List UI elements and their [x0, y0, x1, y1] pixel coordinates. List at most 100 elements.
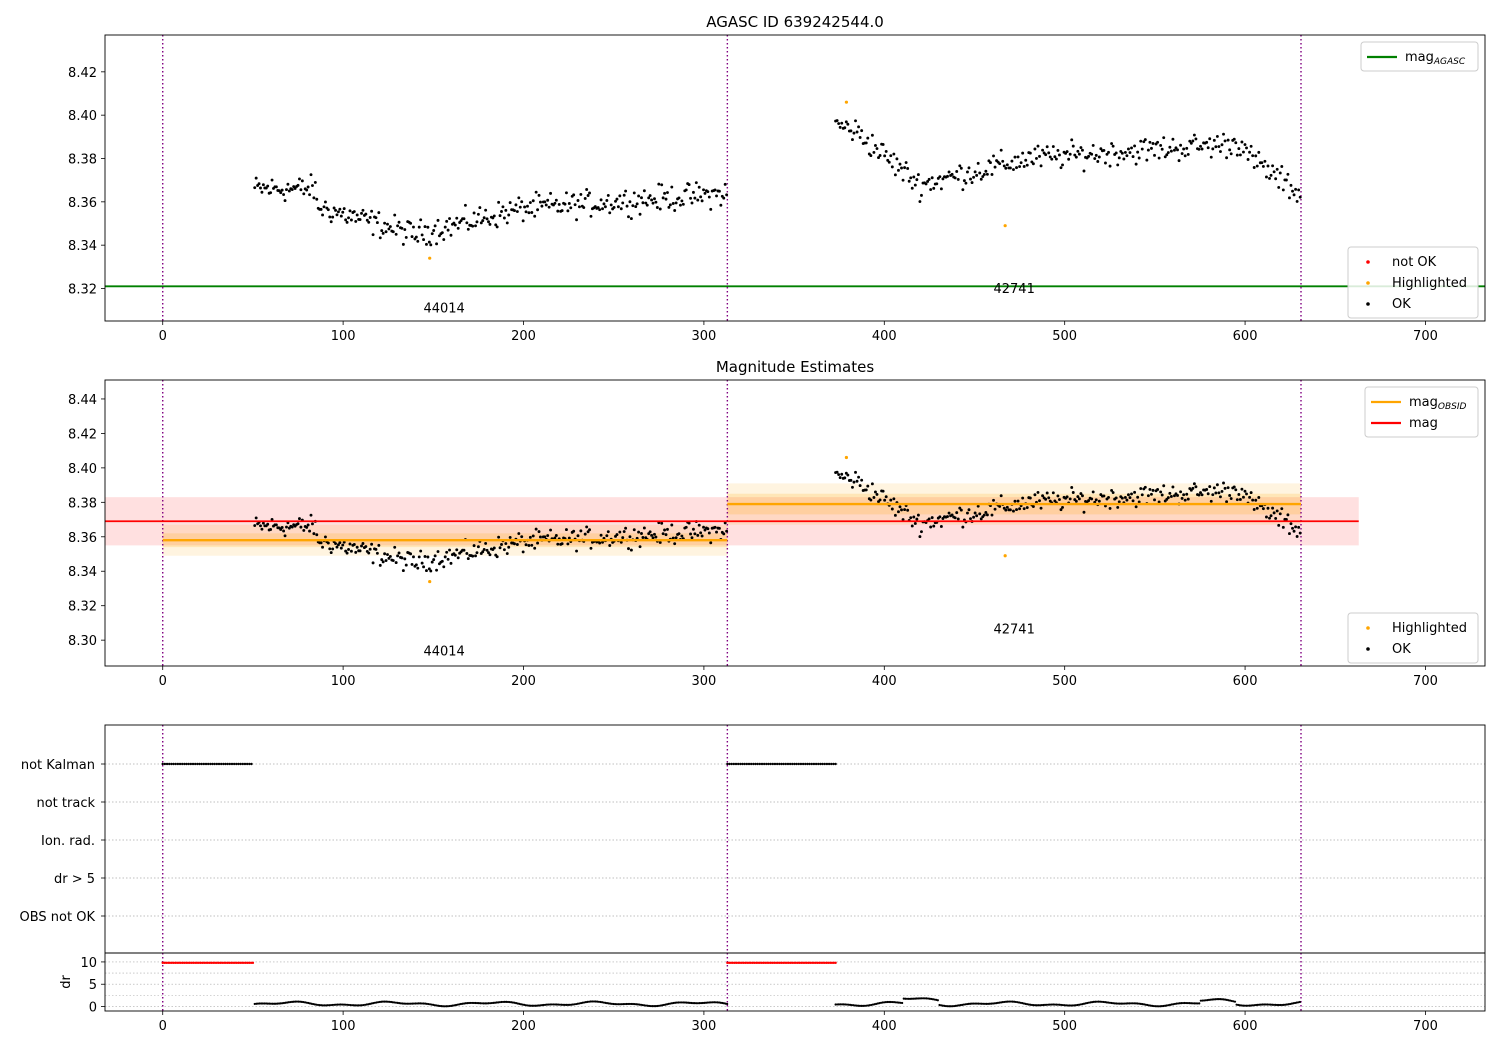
- dr-point: [547, 1003, 550, 1006]
- p1-ok-point: [539, 200, 542, 204]
- dr-point: [956, 1004, 959, 1007]
- p2-ok-point: [1133, 490, 1137, 494]
- dr-high-point: [738, 961, 742, 965]
- p1-ok-point: [598, 208, 602, 212]
- dr-point: [978, 1002, 982, 1005]
- p2-ok-point: [852, 480, 856, 484]
- p1-ok-point: [893, 173, 897, 177]
- p1-ok-point: [579, 192, 583, 196]
- dr-point: [698, 1002, 701, 1005]
- dr-point: [422, 1002, 425, 1005]
- dr-high-point: [170, 961, 173, 965]
- dr-point: [928, 997, 931, 1000]
- dr-high-point: [192, 961, 195, 965]
- p1-ok-point: [621, 201, 625, 205]
- p1-ok-point: [684, 188, 688, 192]
- p2-ok-point: [838, 476, 842, 480]
- p2-ok-point: [280, 526, 284, 529]
- p2-ok-point: [1061, 505, 1064, 509]
- p1-ok-point: [927, 177, 931, 181]
- p2-bottom-legend-label: Highlighted: [1392, 621, 1467, 636]
- dr-high-point: [783, 961, 787, 965]
- dr-point: [892, 1001, 896, 1004]
- p2-ok-point: [1222, 481, 1225, 485]
- p2-ok-point: [864, 488, 868, 492]
- p1-ok-point: [1001, 159, 1005, 163]
- p1-ok-point: [487, 220, 490, 224]
- p2-ok-point: [1079, 492, 1083, 496]
- p2-ok-point: [308, 529, 312, 533]
- p2-ok-point: [1286, 513, 1290, 517]
- dr-point: [523, 1003, 526, 1006]
- dr-point: [852, 1004, 855, 1007]
- p2-ok-point: [378, 563, 382, 567]
- p2-ok-point: [354, 550, 358, 554]
- p2-ok-point: [998, 504, 1002, 508]
- p1-ok-point: [440, 231, 444, 235]
- p2-ok-point: [1169, 495, 1173, 498]
- dr-point: [359, 1004, 362, 1007]
- dr-point: [446, 1005, 450, 1008]
- dr-point: [604, 1001, 607, 1004]
- not-kalman-point: [747, 762, 751, 766]
- dr-high-point: [798, 961, 801, 965]
- p1-ok-point: [930, 176, 934, 180]
- p2-ok-point: [1016, 499, 1020, 503]
- p1-ok-point: [972, 175, 976, 179]
- dr-point: [524, 1004, 527, 1007]
- dr-point: [610, 1002, 614, 1005]
- p1-xtick-label: 500: [1052, 329, 1077, 344]
- p1-ok-point: [419, 218, 423, 222]
- dr-point: [1078, 1003, 1081, 1006]
- p1-ok-point: [900, 166, 903, 170]
- p1-ok-point: [328, 215, 332, 219]
- p1-ok-point: [299, 188, 303, 192]
- p2-ok-point: [1140, 493, 1144, 497]
- not-kalman-point: [185, 762, 188, 766]
- p1-bottom-legend-label: Highlighted: [1392, 276, 1467, 291]
- p2-ok-point: [1059, 508, 1063, 512]
- p2-ok-point: [283, 534, 287, 538]
- dr-point: [594, 1000, 597, 1003]
- p1-ok-point: [425, 242, 428, 246]
- p2-highlighted-point: [1003, 554, 1007, 558]
- p2-ok-point: [903, 508, 907, 512]
- p2-ok-point: [901, 518, 905, 521]
- not-kalman-point: [830, 762, 833, 766]
- p2-ok-point: [641, 536, 645, 539]
- p1-ok-point: [1209, 155, 1213, 159]
- p2-ok-point: [1280, 507, 1284, 511]
- dr-high-point: [237, 961, 240, 965]
- p2-ok-point: [1166, 496, 1170, 500]
- p1-ok-point: [864, 141, 868, 145]
- p1-ok-point: [637, 194, 641, 198]
- dr-point: [490, 1001, 493, 1005]
- p1-ok-point: [890, 165, 894, 169]
- p1-ok-point: [702, 188, 705, 192]
- p2-ok-point: [329, 551, 333, 555]
- p2-ok-point: [1248, 495, 1252, 499]
- p1-xtick-label: 700: [1413, 329, 1438, 344]
- dr-high-point: [251, 961, 255, 965]
- dr-point: [321, 1004, 325, 1007]
- p2-ok-point: [364, 545, 368, 548]
- p2-ok-point: [420, 561, 424, 565]
- p1-ok-point: [567, 202, 571, 205]
- dr-point: [571, 1003, 575, 1006]
- p2-ok-point: [1240, 487, 1244, 491]
- p2-ok-point: [947, 511, 951, 515]
- p1-ok-point: [430, 232, 434, 236]
- dr-point: [1245, 1004, 1248, 1007]
- p1-ok-point: [446, 228, 450, 232]
- dr-point: [653, 1005, 656, 1008]
- p2-ok-point: [474, 554, 477, 558]
- p2-ok-point: [377, 543, 381, 547]
- dr-point: [630, 1002, 633, 1006]
- dr-high-point: [190, 961, 193, 965]
- p1-ok-point: [1087, 154, 1091, 158]
- p1-ok-point: [436, 218, 440, 222]
- p1-ok-point: [1122, 157, 1126, 161]
- p1-ok-point: [895, 157, 899, 161]
- p2-highlighted-point: [428, 579, 432, 584]
- not-kalman-point: [170, 762, 173, 766]
